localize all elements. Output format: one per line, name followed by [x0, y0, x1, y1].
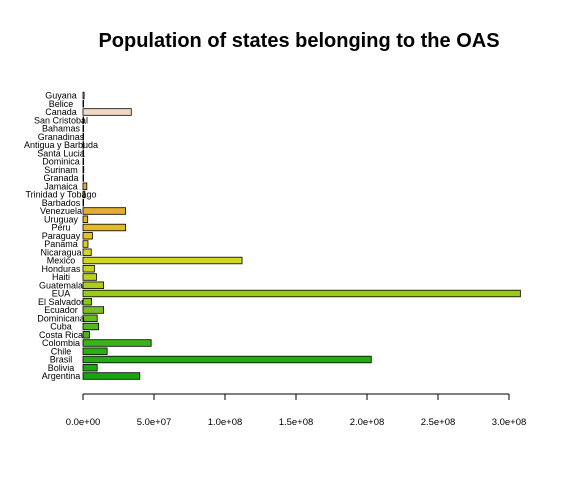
category-label: Dominica — [42, 157, 80, 167]
bar-cuba — [82, 322, 100, 331]
category-label: Jamaica — [44, 181, 78, 191]
category-label: EUA — [52, 289, 71, 299]
category-label: Antigua y Barbuda — [24, 140, 98, 150]
bar-barbados — [82, 199, 85, 207]
bar-argentina — [82, 372, 141, 380]
x-tick-label: 1.5e+08 — [279, 417, 314, 428]
category-label: Dominicana — [37, 313, 85, 323]
bar-san-cristobal — [82, 116, 85, 124]
x-tick-label: 2.0e+08 — [350, 417, 385, 428]
bar-eua — [82, 289, 521, 298]
category-label: Barbados — [42, 198, 81, 208]
bar-trinidad-y-tobago — [82, 190, 86, 199]
bar-ecuador — [82, 306, 104, 314]
category-label: Brasil — [50, 355, 73, 365]
bar-haiti — [82, 273, 97, 281]
chart-title: Population of states belonging to the OA… — [98, 30, 499, 52]
category-label: Haiti — [52, 272, 70, 282]
bar-surinam — [82, 166, 85, 174]
bar-santa-lucia — [82, 149, 85, 157]
bars-group — [82, 91, 521, 380]
x-tick-label: 2.5e+08 — [421, 417, 456, 428]
bar-el-salvador — [82, 298, 92, 306]
category-label: Colombia — [42, 338, 80, 348]
category-label: Uruguay — [44, 214, 79, 224]
bar-honduras — [82, 265, 95, 273]
category-label: Costa Rica — [39, 330, 83, 340]
category-label: Guyana — [45, 91, 77, 101]
bar-chile — [82, 347, 108, 355]
category-label: El Salvador — [38, 297, 84, 307]
bar-venezuela — [82, 207, 126, 215]
x-axis: 0.0e+00 5.0e+07 1.0e+08 1.5e+08 2.0e+08 2.5e+… — [66, 393, 527, 428]
bar-costa-rica — [82, 331, 90, 339]
category-label: Argentina — [42, 371, 81, 381]
x-tick-label: 3.0e+08 — [492, 417, 527, 428]
category-label: Panama — [44, 239, 78, 249]
category-label: San Cristobal — [34, 115, 88, 125]
bar-colombia — [82, 339, 152, 347]
category-label: Peru — [51, 223, 70, 233]
bar-canada — [82, 108, 132, 116]
bar-peru — [82, 223, 126, 232]
bar-bolivia — [82, 364, 98, 372]
category-label: Honduras — [41, 264, 81, 274]
category-label: Trinidad y Tobago — [25, 190, 96, 200]
category-label: Paraguay — [42, 231, 81, 241]
category-label: Bolivia — [48, 363, 75, 373]
bar-uruguay — [82, 215, 89, 223]
x-tick-label: 1.0e+08 — [208, 417, 243, 428]
x-tick-label: 5.0e+07 — [137, 417, 172, 428]
bar-granada — [82, 174, 85, 182]
bar-guyana — [82, 91, 85, 100]
category-label: Surinam — [44, 165, 78, 175]
category-label: Bahamas — [42, 124, 81, 134]
category-labels: ArgentinaBoliviaBrasilChileColombiaCosta… — [24, 91, 98, 382]
category-label: Granada — [43, 173, 78, 183]
category-label: Nicaragua — [40, 247, 81, 257]
bar-dominica — [82, 157, 85, 166]
category-label: Venezuela — [40, 206, 82, 216]
category-label: Mexico — [47, 256, 76, 266]
bar-belice — [82, 100, 85, 108]
bar-paraguay — [82, 232, 93, 240]
bar-panama — [82, 240, 89, 248]
category-label: Ecuador — [44, 305, 78, 315]
category-label: Granadinas — [38, 132, 85, 142]
bar-antigua-y-barbuda — [82, 141, 85, 149]
bar-guatemala — [82, 281, 104, 289]
bar-mexico — [82, 256, 243, 265]
category-label: Guatemala — [39, 280, 83, 290]
bar-jamaica — [82, 182, 88, 190]
bar-granadinas — [82, 133, 85, 141]
category-label: Cuba — [50, 322, 72, 332]
bar-dominicana — [82, 314, 98, 322]
category-label: Santa Lucia — [37, 148, 85, 158]
bar-nicaragua — [82, 248, 92, 256]
bar-bahamas — [82, 124, 85, 133]
bar-brasil — [82, 355, 372, 364]
category-label: Belice — [49, 99, 74, 109]
category-label: Chile — [51, 346, 72, 356]
category-label: Canada — [45, 107, 77, 117]
x-tick-label: 0.0e+00 — [66, 417, 101, 428]
